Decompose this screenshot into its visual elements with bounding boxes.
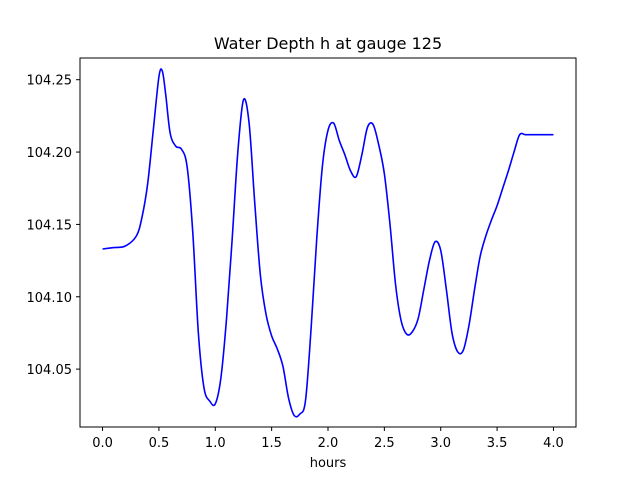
y-tick-label: 104.20 (27, 146, 73, 161)
x-tick-label: 4.0 (543, 436, 564, 451)
y-tick-label: 104.10 (27, 291, 73, 306)
x-tick-label: 0.0 (92, 436, 113, 451)
x-tick-label: 0.5 (149, 436, 170, 451)
x-tick-label: 3.0 (430, 436, 451, 451)
y-tick-label: 104.25 (27, 74, 73, 89)
chart-title: Water Depth h at gauge 125 (214, 34, 442, 53)
series-line (102, 68, 554, 418)
y-tick-label: 104.15 (27, 218, 73, 233)
data-series (102, 68, 554, 418)
y-tick-label: 104.05 (27, 363, 73, 378)
plot-frame (79, 57, 577, 428)
x-tick-label: 1.0 (205, 436, 226, 451)
x-tick-label: 3.5 (487, 436, 508, 451)
x-axis-label: hours (310, 456, 347, 471)
axis-ticks: 0.0 0.5 1.0 1.5 2.0 2.5 3.0 3.5 4.0 104.05 104.10 1… (27, 74, 564, 451)
x-tick-label: 2.0 (318, 436, 339, 451)
x-tick-label: 1.5 (261, 436, 282, 451)
x-tick-label: 2.5 (374, 436, 395, 451)
